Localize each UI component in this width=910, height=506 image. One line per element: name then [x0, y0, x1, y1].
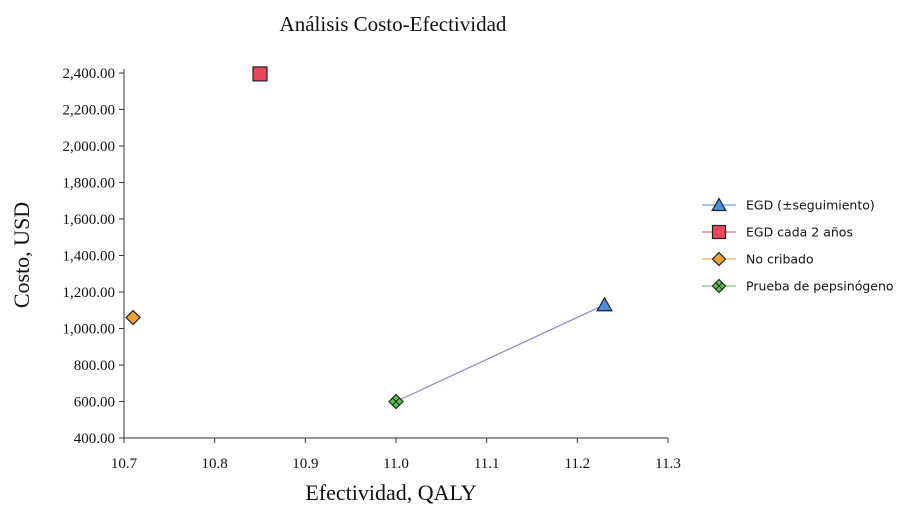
legend-marker-diamond-cross: [711, 278, 727, 294]
y-tick-label: 800.00: [74, 358, 115, 374]
legend-item: EGD cada 2 años: [702, 225, 853, 240]
y-axis-ticks: 400.00 600.00 800.00 1,000.00 1,200.00 1,400.…: [63, 66, 124, 447]
x-tick-label: 10.7: [111, 456, 138, 472]
axes: [123, 69, 668, 439]
y-tick-label: 1,200.00: [63, 285, 116, 301]
data-points: [125, 66, 613, 410]
x-tick-label: 10.8: [202, 456, 228, 472]
y-tick-label: 600.00: [74, 395, 115, 411]
legend: EGD (±seguimiento) EGD cada 2 años No crib…: [702, 197, 894, 294]
frontier-line: [395, 304, 605, 403]
legend-marker-diamond: [711, 251, 727, 267]
x-axis-ticks: 10.7 10.8 10.9 11.0 11.1 11.2 11.3: [111, 438, 681, 472]
legend-label: EGD (±seguimiento): [746, 198, 875, 213]
legend-marker-square: [711, 224, 727, 240]
data-point-square: [252, 66, 268, 82]
y-tick-label: 1,800.00: [63, 176, 116, 192]
legend-label: EGD cada 2 años: [746, 225, 853, 240]
data-point-diamond-cross: [388, 393, 404, 410]
legend-item: Prueba de pepsinógeno: [702, 279, 894, 294]
chart-title: Análisis Costo-Efectividad: [280, 12, 507, 36]
legend-label: No cribado: [746, 252, 814, 267]
legend-item: No cribado: [702, 252, 814, 267]
x-tick-label: 11.3: [655, 456, 681, 472]
y-tick-label: 2,200.00: [63, 103, 116, 119]
legend-marker-triangle: [711, 197, 727, 212]
y-tick-label: 1,000.00: [63, 322, 116, 338]
x-tick-label: 11.1: [474, 456, 500, 472]
y-axis-title: Costo, USD: [9, 202, 34, 308]
efficiency-frontier: [395, 304, 605, 403]
legend-item: EGD (±seguimiento): [702, 197, 875, 213]
x-tick-label: 11.2: [564, 456, 590, 472]
legend-label: Prueba de pepsinógeno: [746, 279, 894, 294]
y-tick-label: 2,000.00: [63, 139, 116, 155]
y-tick-label: 1,400.00: [63, 249, 116, 265]
data-point-triangle: [596, 296, 613, 312]
y-tick-label: 400.00: [74, 431, 115, 447]
data-point-diamond: [125, 309, 141, 326]
y-tick-label: 2,400.00: [63, 66, 116, 82]
y-tick-label: 1,600.00: [63, 212, 116, 228]
x-tick-label: 11.0: [383, 456, 409, 472]
x-tick-label: 10.9: [292, 456, 318, 472]
x-axis-title: Efectividad, QALY: [305, 480, 476, 505]
